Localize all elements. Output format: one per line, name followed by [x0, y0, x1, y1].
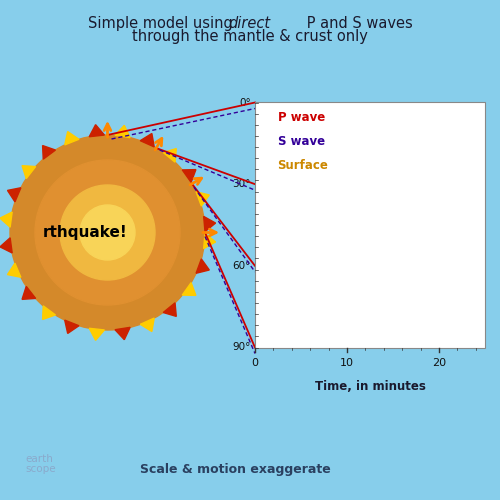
Polygon shape — [196, 259, 209, 274]
Polygon shape — [196, 192, 209, 206]
Circle shape — [35, 160, 180, 305]
Polygon shape — [163, 303, 176, 316]
Text: scope: scope — [25, 464, 56, 474]
Bar — [255, 102, 485, 348]
Text: P wave: P wave — [278, 111, 325, 124]
Text: 20: 20 — [432, 358, 446, 368]
Text: 10: 10 — [340, 358, 354, 368]
Polygon shape — [115, 126, 130, 138]
Polygon shape — [163, 148, 176, 162]
Polygon shape — [8, 263, 21, 278]
Text: Scale & motion exaggerate: Scale & motion exaggerate — [140, 464, 331, 476]
Text: through the mantle & crust only: through the mantle & crust only — [132, 29, 368, 44]
Polygon shape — [8, 188, 21, 202]
Polygon shape — [42, 306, 56, 320]
Polygon shape — [42, 146, 56, 159]
Text: 90°: 90° — [232, 342, 251, 352]
Polygon shape — [89, 328, 104, 340]
Text: 60°: 60° — [232, 261, 251, 271]
Text: Simple model using                P and S waves: Simple model using P and S waves — [88, 16, 412, 31]
Polygon shape — [0, 212, 12, 227]
Polygon shape — [22, 286, 36, 300]
Polygon shape — [22, 166, 36, 178]
Polygon shape — [140, 318, 154, 332]
Text: 0: 0 — [252, 358, 258, 368]
Polygon shape — [182, 170, 196, 182]
Polygon shape — [204, 216, 216, 232]
Polygon shape — [204, 234, 216, 248]
Circle shape — [80, 205, 135, 260]
Polygon shape — [0, 238, 12, 253]
Text: 0°: 0° — [240, 98, 251, 108]
Polygon shape — [64, 132, 79, 145]
Polygon shape — [140, 134, 154, 147]
Text: direct: direct — [228, 16, 270, 31]
Text: Surface: Surface — [278, 159, 328, 172]
Circle shape — [10, 135, 205, 330]
Polygon shape — [64, 320, 79, 334]
Polygon shape — [182, 282, 196, 296]
Text: earth: earth — [25, 454, 53, 464]
Text: S wave: S wave — [278, 135, 324, 148]
Polygon shape — [115, 328, 130, 340]
Text: 30°: 30° — [232, 179, 251, 189]
Text: rthquake!: rthquake! — [42, 225, 127, 240]
Circle shape — [60, 185, 155, 280]
Polygon shape — [89, 124, 104, 136]
Text: Time, in minutes: Time, in minutes — [314, 380, 426, 393]
